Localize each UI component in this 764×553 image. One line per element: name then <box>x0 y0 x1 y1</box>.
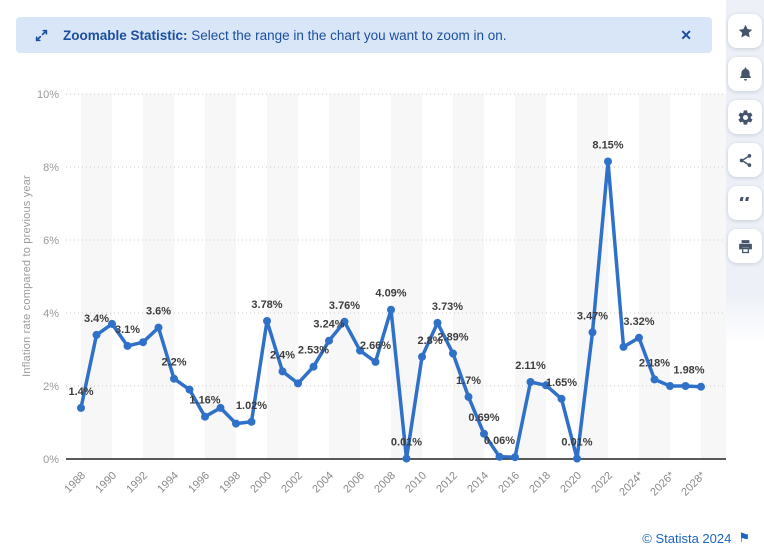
zoomable-banner: Zoomable Statistic: Select the range in … <box>16 17 712 53</box>
svg-text:2014: 2014 <box>465 470 491 496</box>
svg-text:3.32%: 3.32% <box>623 316 654 328</box>
svg-text:2.11%: 2.11% <box>515 360 546 372</box>
svg-text:0.69%: 0.69% <box>468 412 499 424</box>
svg-text:3.76%: 3.76% <box>329 300 360 312</box>
svg-text:2018: 2018 <box>527 470 553 496</box>
zoom-expand-icon <box>34 28 49 43</box>
star-icon <box>737 23 754 40</box>
y-axis-title: Inflation rate compared to previous year <box>21 175 33 377</box>
quote-icon: “ <box>738 197 752 210</box>
svg-text:0.01%: 0.01% <box>391 437 422 449</box>
svg-text:3.1%: 3.1% <box>115 324 140 336</box>
banner-message-bold: Zoomable Statistic: <box>63 27 188 43</box>
flag-icon: ⚑ <box>738 530 750 545</box>
series-markers <box>77 157 705 463</box>
svg-text:1990: 1990 <box>93 470 119 496</box>
svg-text:2.2%: 2.2% <box>161 357 186 369</box>
svg-text:2.53%: 2.53% <box>298 345 329 357</box>
svg-text:8%: 8% <box>43 162 59 174</box>
share-button[interactable] <box>728 143 762 177</box>
svg-text:2008: 2008 <box>372 470 398 496</box>
svg-text:2004: 2004 <box>310 470 336 496</box>
banner-message: Zoomable Statistic: Select the range in … <box>63 28 506 43</box>
svg-text:2016: 2016 <box>496 470 522 496</box>
statista-credit-text: © Statista 2024 <box>642 530 732 546</box>
svg-text:2.66%: 2.66% <box>360 340 391 352</box>
svg-text:2006: 2006 <box>341 470 367 496</box>
right-toolbar: “ <box>726 0 764 345</box>
svg-text:3.78%: 3.78% <box>251 299 282 311</box>
svg-text:1998: 1998 <box>217 470 243 496</box>
svg-text:1.7%: 1.7% <box>456 375 481 387</box>
svg-text:6%: 6% <box>43 235 59 247</box>
statista-credit[interactable]: © Statista 2024 ⚑ <box>642 530 750 546</box>
svg-text:1994: 1994 <box>155 470 181 496</box>
bell-icon <box>737 66 754 83</box>
svg-text:2028*: 2028* <box>679 469 708 498</box>
svg-text:2000: 2000 <box>248 470 274 496</box>
svg-text:2.4%: 2.4% <box>270 349 295 361</box>
svg-text:1.16%: 1.16% <box>189 395 220 407</box>
svg-text:1992: 1992 <box>124 470 150 496</box>
svg-text:2024*: 2024* <box>617 469 646 498</box>
plot-bands <box>81 94 726 459</box>
svg-text:2010: 2010 <box>403 470 429 496</box>
y-axis-ticks: 0% 2% 4% 6% 8% 10% <box>37 89 59 466</box>
svg-text:2012: 2012 <box>434 470 460 496</box>
cite-button[interactable]: “ <box>728 186 762 220</box>
svg-text:1988: 1988 <box>62 470 88 496</box>
svg-text:2002: 2002 <box>279 470 305 496</box>
svg-text:3.6%: 3.6% <box>146 306 171 318</box>
svg-text:2%: 2% <box>43 381 59 393</box>
svg-text:3.47%: 3.47% <box>577 310 608 322</box>
favorite-button[interactable] <box>728 14 762 48</box>
svg-text:2.89%: 2.89% <box>437 332 468 344</box>
svg-text:1.4%: 1.4% <box>68 386 93 398</box>
print-button[interactable] <box>728 229 762 263</box>
svg-text:4%: 4% <box>43 308 59 320</box>
svg-text:2026*: 2026* <box>648 469 677 498</box>
x-axis-ticks: 1988 1990 1992 1994 1996 1998 2000 2002 2004 2006… <box>62 469 708 498</box>
svg-text:0%: 0% <box>43 454 59 466</box>
svg-text:3.73%: 3.73% <box>432 301 463 313</box>
svg-text:0.06%: 0.06% <box>484 435 515 447</box>
settings-button[interactable] <box>728 100 762 134</box>
svg-text:Inflation rate compared to pre: Inflation rate compared to previous year <box>21 175 33 377</box>
svg-text:1996: 1996 <box>186 470 212 496</box>
svg-text:1.98%: 1.98% <box>673 365 704 377</box>
svg-text:1.02%: 1.02% <box>236 400 267 412</box>
svg-text:2022: 2022 <box>589 470 615 496</box>
banner-message-rest: Select the range in the chart you want t… <box>187 27 507 43</box>
svg-text:3.4%: 3.4% <box>84 313 109 325</box>
point-labels: 1.4%3.4%3.1%3.6%2.2%1.16% 1.02%3.78%2.4% 2… <box>68 140 704 449</box>
gear-icon <box>737 109 754 126</box>
printer-icon <box>737 238 754 255</box>
svg-text:2020: 2020 <box>558 470 584 496</box>
svg-text:1.65%: 1.65% <box>546 377 577 389</box>
svg-text:4.09%: 4.09% <box>375 288 406 300</box>
notifications-button[interactable] <box>728 57 762 91</box>
svg-text:10%: 10% <box>37 89 59 101</box>
svg-text:0.01%: 0.01% <box>561 437 592 449</box>
svg-text:2.8%: 2.8% <box>417 335 442 347</box>
svg-text:3.24%: 3.24% <box>313 319 344 331</box>
banner-close-button[interactable]: ✕ <box>674 24 698 46</box>
svg-text:8.15%: 8.15% <box>592 140 623 152</box>
share-icon <box>737 152 754 169</box>
svg-text:2.18%: 2.18% <box>639 357 670 369</box>
